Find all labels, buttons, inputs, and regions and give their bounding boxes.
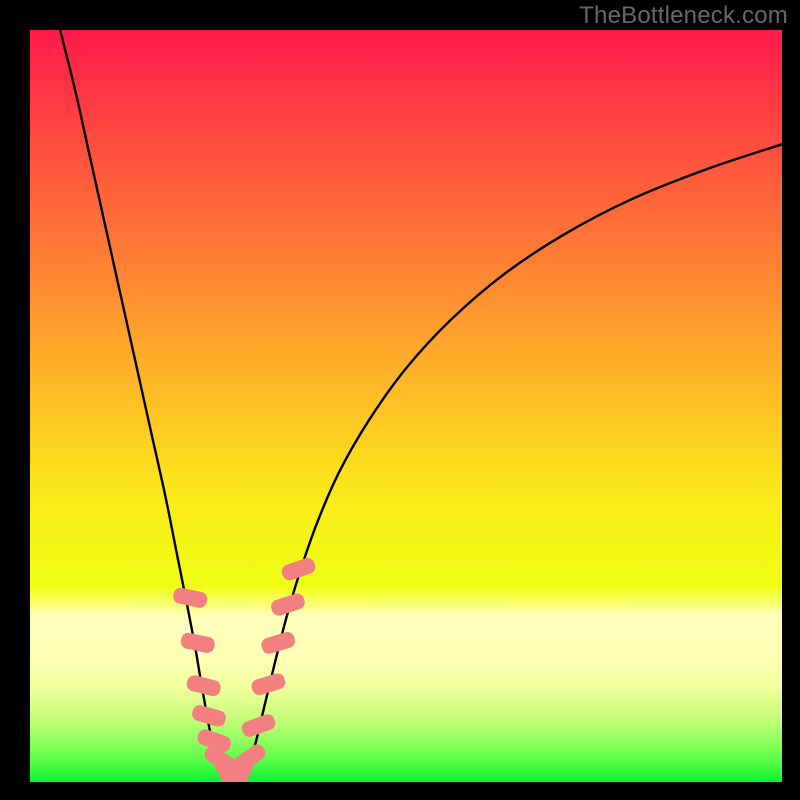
curve-left-branch bbox=[60, 30, 233, 782]
chart-svg-layer bbox=[30, 30, 782, 782]
curve-marker bbox=[172, 586, 209, 609]
curve-right-branch bbox=[233, 144, 782, 782]
watermark-text: TheBottleneck.com bbox=[579, 2, 788, 30]
chart-plot-area bbox=[30, 30, 782, 782]
curve-marker bbox=[179, 632, 216, 655]
stage: TheBottleneck.com bbox=[0, 0, 800, 800]
